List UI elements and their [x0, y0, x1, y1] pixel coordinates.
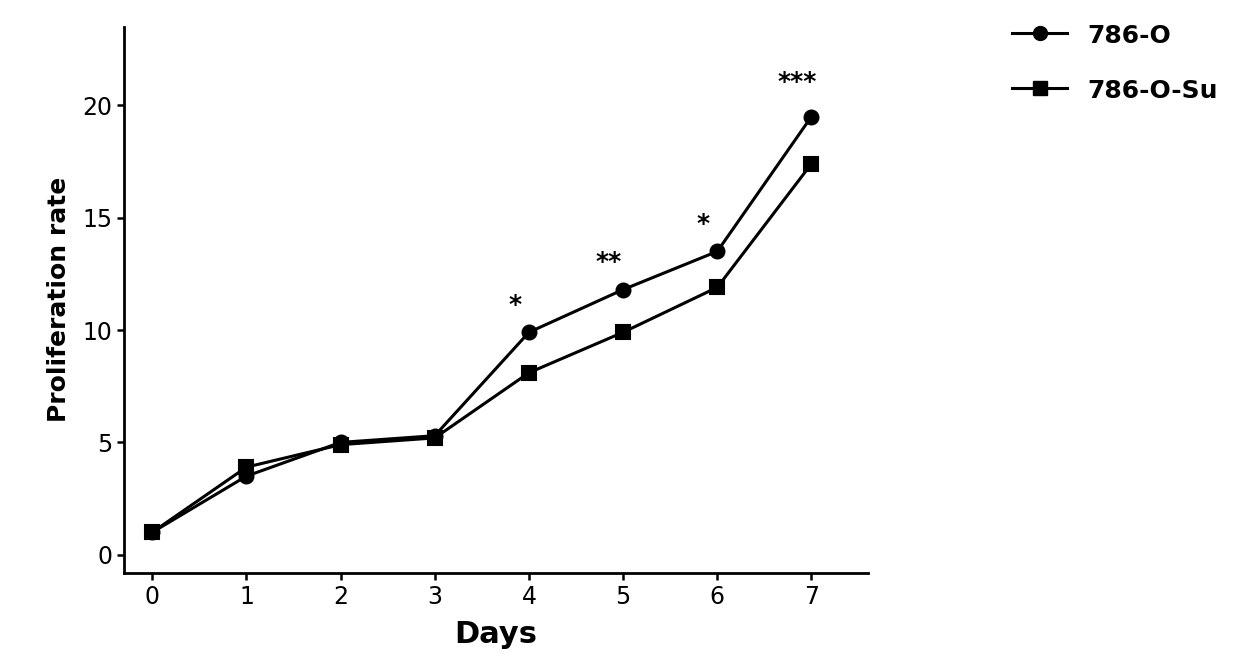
Y-axis label: Proliferation rate: Proliferation rate: [47, 177, 71, 422]
Text: *: *: [697, 212, 709, 236]
Legend: 786-O, 786-O-Su: 786-O, 786-O-Su: [1002, 13, 1228, 113]
Text: ***: ***: [777, 70, 817, 94]
Text: *: *: [508, 292, 521, 316]
Text: **: **: [596, 250, 622, 274]
X-axis label: Days: Days: [455, 619, 537, 649]
